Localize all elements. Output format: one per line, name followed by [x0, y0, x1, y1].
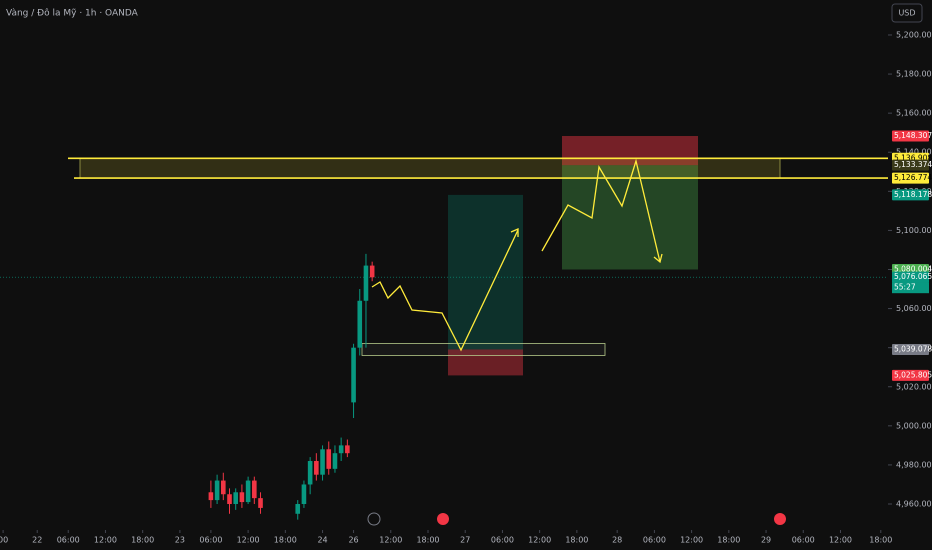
candle-body — [357, 300, 363, 348]
currency[interactable]: USD — [898, 9, 915, 18]
x-tick-label: 28 — [612, 536, 622, 545]
projection-arrowhead — [653, 253, 663, 264]
price-label: 5,148.307 — [894, 131, 932, 140]
x-tick-label: 12:00 — [94, 536, 117, 545]
x-tick-label: 06:00 — [57, 536, 80, 545]
x-tick-label: 12:00 — [528, 536, 551, 545]
event-icon[interactable] — [774, 513, 786, 525]
supply-zone — [79, 157, 781, 179]
price-label-box — [892, 271, 929, 283]
countdown: 55:27 — [894, 283, 916, 292]
projection-arrowhead — [510, 228, 519, 237]
candle-body — [221, 480, 226, 495]
y-tick-label: 5,060.000 — [896, 304, 932, 313]
y-tick-label: 4,980.000 — [896, 460, 932, 469]
candle-body — [338, 445, 344, 454]
y-tick-label: 5,020.000 — [896, 382, 932, 391]
x-tick-label: 06:00 — [792, 536, 815, 545]
candle-body — [326, 449, 332, 469]
y-tick-label: 4,960.000 — [896, 500, 932, 509]
event-icons — [367, 512, 786, 526]
candle-body — [320, 449, 325, 475]
candles — [208, 253, 375, 520]
stop-zone — [448, 349, 523, 376]
price-label-box — [892, 130, 929, 142]
y-tick-label: 5,100.000 — [896, 226, 932, 235]
x-tick-label: 22 — [32, 536, 42, 545]
candle-body — [363, 265, 369, 301]
target-zone — [562, 165, 698, 270]
currency-button[interactable] — [891, 3, 923, 23]
y-tick-label: 5,000.000 — [896, 421, 932, 430]
x-tick-label: 23 — [175, 536, 185, 545]
x-tick-label: 18:00 — [717, 536, 740, 545]
event-icon[interactable] — [367, 512, 381, 526]
chart-title: Vàng / Đô la Mỹ · 1h · OANDA — [6, 8, 139, 19]
candle-body — [301, 484, 307, 505]
countdown-box — [892, 282, 929, 294]
candle-body — [345, 445, 350, 454]
price-label-box — [892, 189, 929, 201]
candle-body — [295, 504, 301, 514]
y-tick-label: 5,140.000 — [896, 148, 932, 157]
x-tick-label: 26 — [348, 536, 358, 545]
candle-body — [314, 461, 319, 475]
price-label: 5,039.078 — [894, 344, 932, 353]
candle-body — [227, 494, 232, 505]
demand-zone — [361, 343, 606, 356]
x-tick-label: 12:00 — [379, 536, 402, 545]
candle-body — [233, 492, 239, 505]
x-tick-label: 18:00 — [869, 536, 892, 545]
x-tick-label: 18:00 — [416, 536, 439, 545]
projection-path — [371, 229, 519, 352]
y-tick-label: 5,160.000 — [896, 109, 932, 118]
candle-body — [307, 461, 313, 485]
price-label: 5,136.908 — [894, 153, 932, 162]
x-tick-label: 18:00 — [131, 536, 154, 545]
price-label: 5,025.805 — [894, 370, 932, 379]
x-tick-label: 06:00 — [199, 536, 222, 545]
x-tick-label: 24 — [317, 536, 327, 545]
drawings — [0, 136, 888, 376]
x-tick-label: 18:00 — [274, 536, 297, 545]
candle-body — [245, 480, 251, 503]
y-tick-label: 5,200.000 — [896, 30, 932, 39]
x-tick-label: 12:00 — [237, 536, 260, 545]
price-label-box — [892, 343, 929, 355]
event-icon[interactable] — [437, 513, 449, 525]
candle-body — [214, 480, 220, 501]
x-tick-label: 00 — [0, 536, 8, 545]
price-label: 5,133.374 — [894, 160, 932, 169]
candle-body — [208, 492, 214, 501]
x-tick-label: 12:00 — [680, 536, 703, 545]
price-label-box — [892, 369, 929, 381]
candle-body — [332, 453, 338, 469]
candle-body — [369, 265, 375, 278]
x-tick-label: 06:00 — [491, 536, 514, 545]
price-label: 5,076.065 — [894, 272, 932, 281]
x-tick-label: 27 — [460, 536, 470, 545]
x-tick-label: 12:00 — [829, 536, 852, 545]
candle-body — [252, 480, 257, 499]
x-tick-label: 06:00 — [643, 536, 666, 545]
price-label-box — [892, 172, 929, 184]
x-tick-label: 18:00 — [565, 536, 588, 545]
price-label: 5,118.178 — [894, 190, 932, 199]
x-tick-label: 29 — [761, 536, 771, 545]
price-label: 5,080.004 — [894, 264, 932, 273]
projection-path — [541, 158, 661, 263]
target-zone — [448, 194, 523, 350]
candle-body — [239, 492, 245, 503]
price-label-box — [892, 159, 929, 171]
price-label: 5,126.774 — [894, 173, 932, 182]
y-tick-label: 5,180.000 — [896, 70, 932, 79]
candle-body — [351, 347, 356, 403]
stop-zone — [562, 136, 698, 166]
candle-body — [258, 498, 263, 508]
